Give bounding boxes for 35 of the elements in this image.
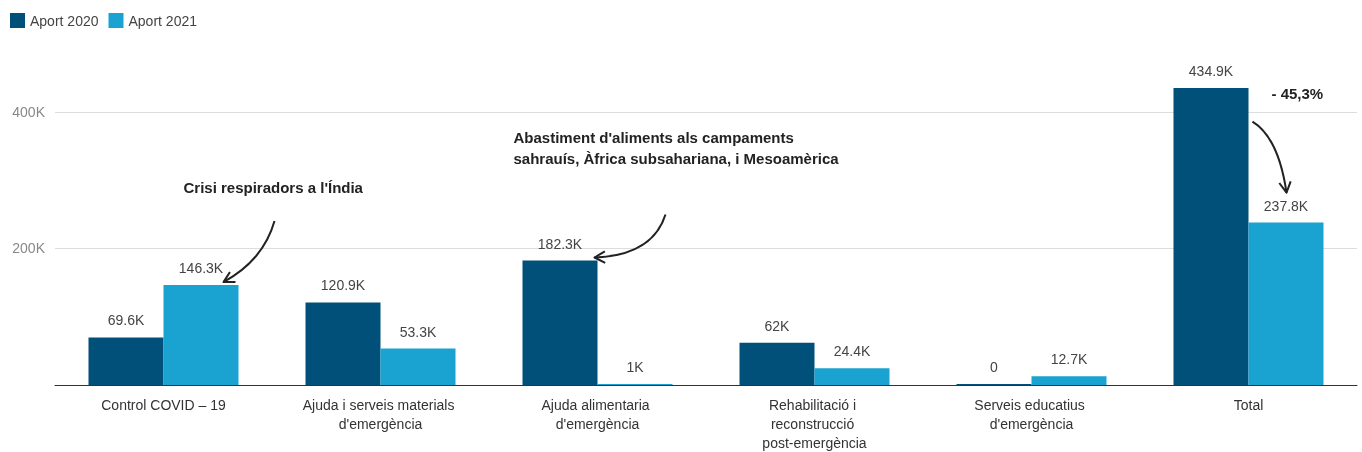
y-tick-label: 200K — [12, 240, 46, 257]
data-label: 237.8K — [1263, 197, 1309, 214]
data-label: 69.6K — [107, 312, 145, 329]
bar — [1031, 376, 1107, 385]
x-tick-label: Serveis educatius d'emergència — [974, 396, 1089, 432]
bar — [814, 368, 890, 385]
x-tick-label: Ajuda i serveis materials d'emergència — [302, 396, 459, 432]
bar — [522, 260, 598, 385]
legend-label: Aport 2020 — [30, 12, 99, 29]
legend-label: Aport 2021 — [128, 12, 198, 29]
x-tick-label: Control COVID – 19 — [101, 396, 226, 413]
bar — [1248, 222, 1324, 385]
data-label: 53.3K — [399, 323, 437, 340]
x-tick-label: Rehabilitació i reconstrucció post-emergència — [762, 396, 867, 451]
bar — [380, 348, 456, 385]
data-label: 434.9K — [1188, 63, 1234, 79]
annotation: Abastiment d'aliments als campaments sahrauís, Àfrica subsahariana, i Mesoamèrica — [513, 127, 840, 169]
y-tick-label: 400K — [12, 103, 46, 120]
data-label: 120.9K — [320, 277, 366, 294]
data-label: 182.3K — [537, 235, 583, 252]
annotation: Crisi respiradors a l'Índia — [183, 178, 364, 199]
bar — [305, 302, 381, 385]
data-label: 1K — [626, 359, 645, 375]
bar — [163, 285, 239, 385]
annotation: - 45,3% — [1271, 83, 1325, 104]
x-tick-label: Ajuda alimentaria d'emergència — [541, 396, 654, 432]
bar — [739, 342, 815, 385]
data-label: 62K — [764, 317, 791, 334]
data-label: 12.7K — [1050, 351, 1088, 368]
x-tick-label: Total — [1233, 396, 1264, 413]
data-label: 146.3K — [178, 260, 224, 277]
bar — [1173, 88, 1249, 385]
bar — [88, 337, 164, 385]
data-label: 24.4K — [833, 343, 871, 360]
data-label: 0 — [990, 359, 999, 375]
